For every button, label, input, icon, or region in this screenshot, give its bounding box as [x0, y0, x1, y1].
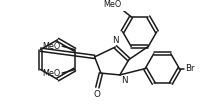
- Text: MeO: MeO: [42, 42, 60, 51]
- Text: Br: Br: [185, 64, 194, 73]
- Text: MeO: MeO: [103, 0, 121, 9]
- Text: N: N: [121, 76, 127, 85]
- Text: MeO: MeO: [42, 69, 60, 78]
- Text: N: N: [112, 36, 119, 45]
- Text: O: O: [94, 90, 101, 99]
